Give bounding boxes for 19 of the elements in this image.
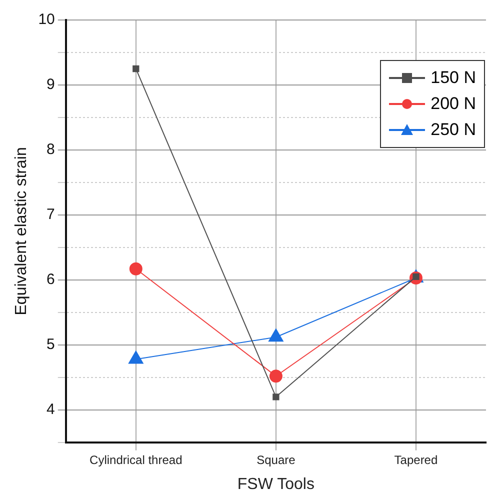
point [272, 394, 280, 400]
legend-label: 200 N [430, 94, 476, 114]
legend-label: 250 N [430, 120, 476, 140]
y-tick-label: 6 [46, 271, 55, 288]
x-tick-label: Tapered [394, 452, 438, 467]
point [269, 370, 282, 383]
y-tick-label: 8 [46, 141, 55, 158]
y-axis-title: Equivalent elastic strain [13, 147, 30, 316]
y-tick-label: 5 [46, 336, 55, 354]
y-tick-label: 10 [38, 11, 55, 28]
y-tick-label: 9 [46, 76, 55, 94]
point [132, 65, 140, 72]
legend-label: 150 N [430, 68, 476, 88]
x-tick-label: Cylindrical thread [90, 452, 182, 467]
point [129, 262, 142, 276]
y-tick-label: 4 [46, 401, 55, 418]
y-tick-label: 7 [46, 206, 55, 224]
x-axis-title: FSW Tools [237, 476, 314, 493]
x-tick-label: Square [256, 452, 296, 467]
